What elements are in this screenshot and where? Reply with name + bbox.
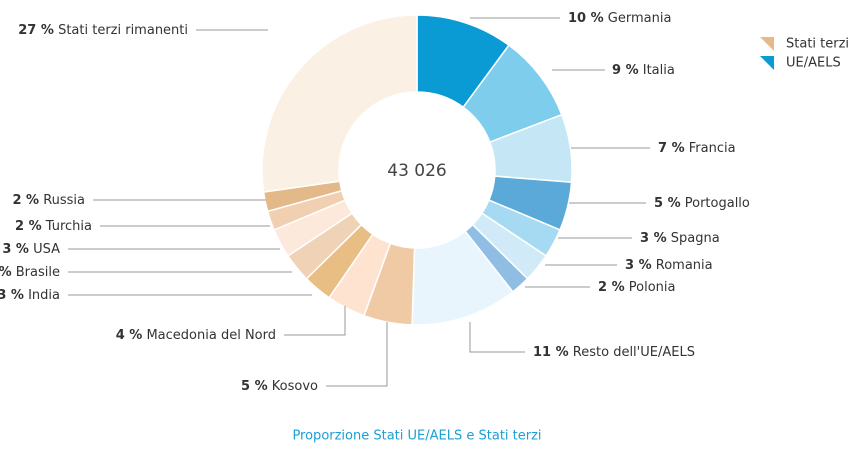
donut-slice: [261, 14, 418, 193]
slice-label: 5 % Kosovo: [241, 379, 318, 394]
category-label: Polonia: [629, 280, 676, 295]
value-label: 7 %: [658, 141, 685, 156]
slice-label: 3 % India: [0, 288, 60, 303]
slice-label: 2 % Russia: [12, 193, 85, 208]
value-label: 2 %: [598, 280, 625, 295]
category-label: Italia: [643, 63, 675, 78]
value-label: 2 %: [12, 193, 39, 208]
leader-line: [326, 322, 388, 387]
slice-label: 3 % USA: [2, 242, 60, 257]
value-label: 3 %: [625, 258, 652, 273]
slice-label: 2 % Polonia: [598, 280, 675, 295]
caption[interactable]: Proporzione Stati UE/AELS e Stati terzi: [292, 429, 541, 444]
slice-label: 4 % Macedonia del Nord: [116, 328, 276, 343]
value-label: 3 %: [0, 265, 12, 280]
legend-swatch: [760, 37, 774, 51]
legend-label: Stati terzi: [786, 37, 849, 52]
value-label: 10 %: [568, 11, 604, 26]
value-label: 27 %: [18, 23, 54, 38]
category-label: Spagna: [671, 231, 720, 246]
category-label: Portogallo: [685, 196, 750, 211]
category-label: Russia: [43, 193, 85, 208]
category-label: Romania: [656, 258, 713, 273]
value-label: 11 %: [533, 345, 569, 360]
value-label: 5 %: [654, 196, 681, 211]
slice-label: 11 % Resto dell'UE/AELS: [533, 345, 695, 360]
value-label: 9 %: [612, 63, 639, 78]
value-label: 2 %: [15, 219, 42, 234]
center-label: 43 026: [387, 161, 446, 181]
slice-label: 27 % Stati terzi rimanenti: [18, 23, 188, 38]
category-label: Macedonia del Nord: [146, 328, 276, 343]
leader-line: [469, 322, 525, 353]
category-label: Stati terzi rimanenti: [58, 23, 188, 38]
category-label: Francia: [689, 141, 736, 156]
category-label: USA: [33, 242, 60, 257]
value-label: 5 %: [241, 379, 268, 394]
legend-label: UE/AELS: [786, 56, 841, 71]
value-label: 3 %: [2, 242, 29, 257]
slice-label: 9 % Italia: [612, 63, 675, 78]
slice-label: 10 % Germania: [568, 11, 671, 26]
slice-label: 2 % Turchia: [15, 219, 92, 234]
value-label: 4 %: [116, 328, 143, 343]
slice-label: 5 % Portogallo: [654, 196, 750, 211]
category-label: Brasile: [16, 265, 60, 280]
value-label: 3 %: [0, 288, 24, 303]
category-label: Turchia: [45, 219, 92, 234]
category-label: Resto dell'UE/AELS: [573, 345, 695, 360]
legend-swatch: [760, 56, 774, 70]
category-label: Germania: [608, 11, 672, 26]
slice-label: 7 % Francia: [658, 141, 736, 156]
category-label: India: [28, 288, 60, 303]
leader-line: [284, 306, 346, 336]
slice-label: 3 % Spagna: [640, 231, 720, 246]
slice-label: 3 % Brasile: [0, 265, 60, 280]
category-label: Kosovo: [272, 379, 318, 394]
slice-label: 3 % Romania: [625, 258, 713, 273]
value-label: 3 %: [640, 231, 667, 246]
